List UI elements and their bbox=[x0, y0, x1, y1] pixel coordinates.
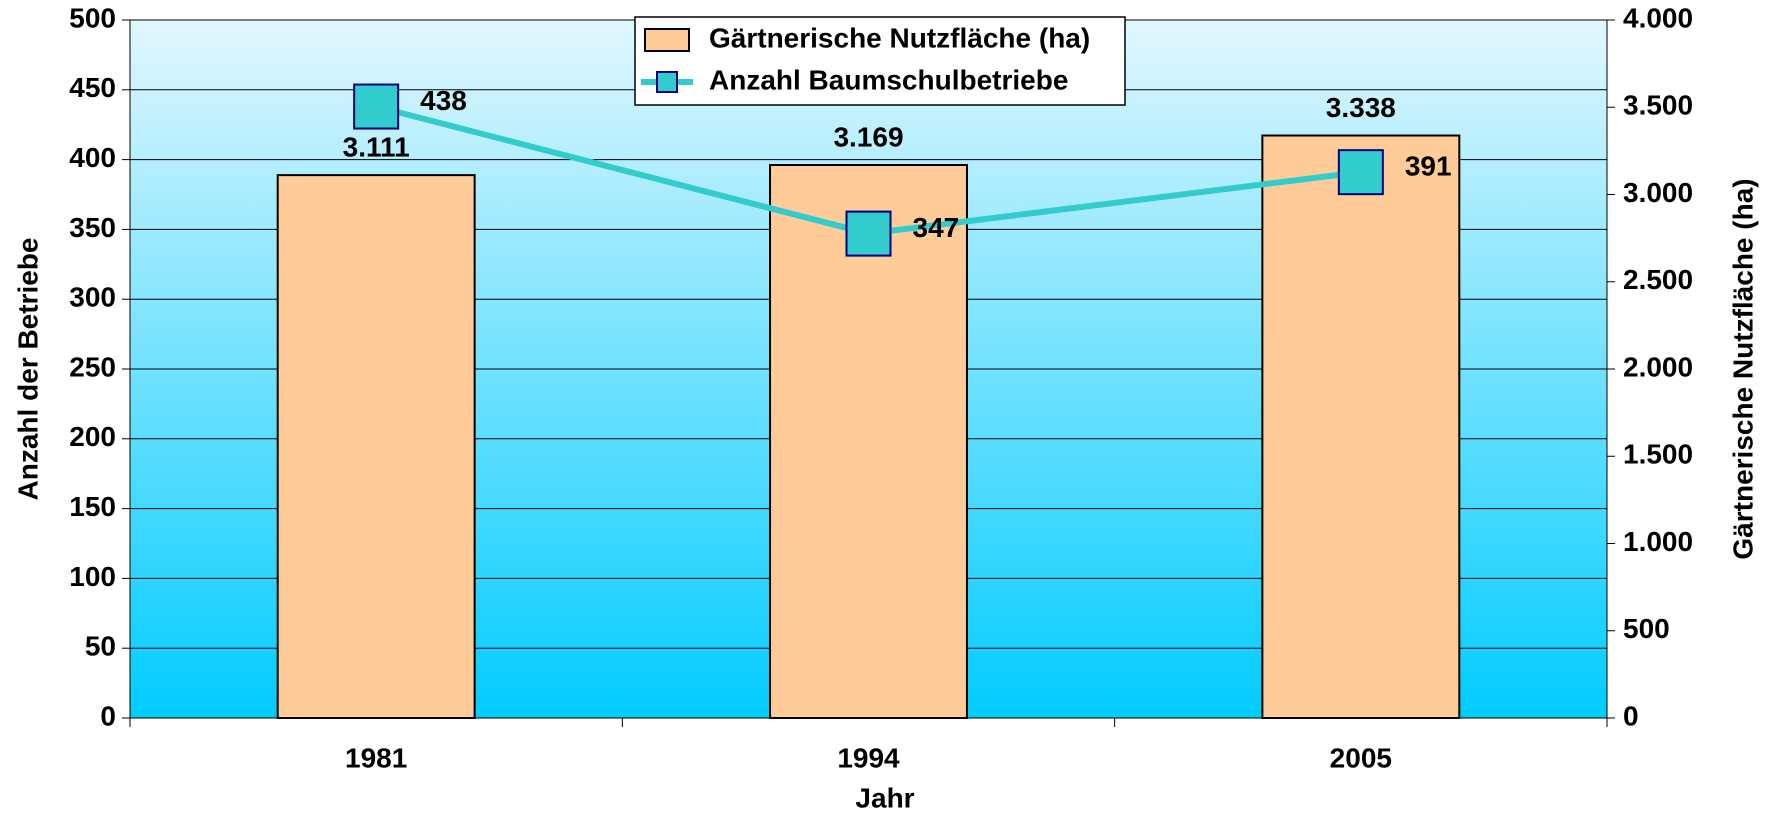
data-label: 3.169 bbox=[833, 121, 903, 152]
data-label: 3.111 bbox=[343, 132, 410, 163]
y2-tick-label: 3.500 bbox=[1623, 90, 1693, 121]
data-label: 438 bbox=[420, 85, 467, 116]
x-tick-label: 2005 bbox=[1330, 742, 1392, 773]
y-tick-label: 450 bbox=[69, 72, 116, 103]
data-label: 3.338 bbox=[1326, 92, 1396, 123]
y-tick-label: 100 bbox=[69, 561, 116, 592]
y-tick-label: 300 bbox=[69, 282, 116, 313]
y2-tick-label: 0 bbox=[1623, 700, 1639, 731]
legend-swatch-marker bbox=[656, 71, 678, 93]
line-marker bbox=[845, 210, 892, 257]
bar bbox=[1261, 134, 1461, 720]
y2-tick-label: 2.000 bbox=[1623, 351, 1693, 382]
y2-tick-label: 1.000 bbox=[1623, 526, 1693, 557]
data-label: 347 bbox=[913, 212, 960, 243]
y2-tick-label: 500 bbox=[1623, 613, 1670, 644]
y2-tick-label: 2.500 bbox=[1623, 264, 1693, 295]
y2-tick-label: 4.000 bbox=[1623, 2, 1693, 33]
y-axis-label: Anzahl der Betriebe bbox=[12, 238, 43, 501]
legend-label: Anzahl Baumschulbetriebe bbox=[709, 64, 1068, 95]
y2-axis-label: Gärtnerische Nutzfläche (ha) bbox=[1727, 178, 1758, 559]
y-tick-label: 200 bbox=[69, 421, 116, 452]
y2-tick-label: 1.500 bbox=[1623, 439, 1693, 470]
y-tick-label: 400 bbox=[69, 142, 116, 173]
data-label: 391 bbox=[1405, 151, 1452, 182]
x-axis-label: Jahr bbox=[855, 782, 914, 813]
line-marker bbox=[353, 83, 400, 130]
bar bbox=[769, 164, 968, 719]
legend-box bbox=[634, 16, 1126, 106]
legend-label: Gärtnerische Nutzfläche (ha) bbox=[709, 22, 1090, 53]
y-tick-label: 50 bbox=[85, 631, 116, 662]
y-tick-label: 250 bbox=[69, 351, 116, 382]
line-marker bbox=[1337, 149, 1384, 196]
x-tick-label: 1981 bbox=[345, 742, 407, 773]
y-tick-label: 0 bbox=[100, 700, 116, 731]
y2-tick-label: 3.000 bbox=[1623, 177, 1693, 208]
x-tick-label: 1994 bbox=[837, 742, 900, 773]
y-tick-label: 350 bbox=[69, 212, 116, 243]
legend-swatch bbox=[644, 28, 690, 52]
y-tick-label: 150 bbox=[69, 491, 116, 522]
y-tick-label: 500 bbox=[69, 2, 116, 33]
bar bbox=[276, 174, 476, 719]
